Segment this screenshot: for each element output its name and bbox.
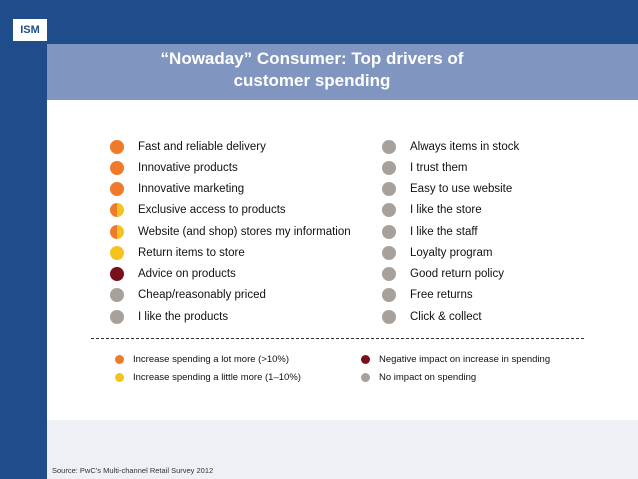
legend-item-a-little: Increase spending a little more (1–10%) xyxy=(115,368,301,386)
driver-label: Always items in stock xyxy=(410,140,520,153)
driver-label: I like the products xyxy=(138,310,229,323)
driver-item: I like the store xyxy=(382,200,519,221)
divider xyxy=(91,338,584,339)
legend-left: Increase spending a lot more (>10%) Incr… xyxy=(115,350,301,386)
driver-label: Innovative products xyxy=(138,161,238,174)
grey-dot-icon xyxy=(110,288,124,303)
driver-label: Click & collect xyxy=(410,310,482,323)
grey-dot-icon xyxy=(382,288,396,303)
slide: “Nowaday” Consumer: Top drivers of custo… xyxy=(47,44,638,479)
driver-label: Free returns xyxy=(410,289,473,302)
driver-label: Good return policy xyxy=(410,268,504,281)
driver-item: Advice on products xyxy=(110,264,351,285)
driver-label: Advice on products xyxy=(138,268,236,281)
grey-dot-icon xyxy=(382,182,396,197)
driver-item: Click & collect xyxy=(382,306,519,327)
grey-dot-icon xyxy=(382,139,396,154)
orange-dot-icon xyxy=(115,354,124,364)
driver-item: I like the products xyxy=(110,306,351,327)
driver-item: Easy to use website xyxy=(382,179,519,200)
legend-right: Negative impact on increase in spending … xyxy=(361,350,550,386)
half-orange-yellow-dot-icon xyxy=(110,224,124,239)
legend-label: Negative impact on increase in spending xyxy=(379,353,551,365)
title-line-2: customer spending xyxy=(233,71,391,90)
grey-dot-icon xyxy=(110,309,124,324)
driver-item: Innovative marketing xyxy=(110,179,351,200)
maroon-dot-icon xyxy=(361,354,370,364)
driver-label: Fast and reliable delivery xyxy=(138,140,266,153)
driver-item: Innovative products xyxy=(110,157,351,178)
driver-label: Exclusive access to products xyxy=(138,204,286,217)
slide-title: “Nowaday” Consumer: Top drivers of custo… xyxy=(47,48,577,92)
driver-label: I like the store xyxy=(410,204,482,217)
driver-label: I trust them xyxy=(410,161,468,174)
driver-item: Cheap/reasonably priced xyxy=(110,285,351,306)
yellow-dot-icon xyxy=(110,245,124,260)
driver-item: I trust them xyxy=(382,157,519,178)
driver-label: Return items to store xyxy=(138,246,245,259)
legend-item-none: No impact on spending xyxy=(361,368,550,386)
driver-label: Innovative marketing xyxy=(138,183,245,196)
grey-dot-icon xyxy=(382,245,396,260)
right-drivers-list: Always items in stock I trust them Easy to… xyxy=(382,136,519,327)
title-bar: “Nowaday” Consumer: Top drivers of custo… xyxy=(47,44,638,100)
legend-label: Increase spending a lot more (>10%) xyxy=(133,353,290,365)
grey-dot-icon xyxy=(382,309,396,324)
legend-label: Increase spending a little more (1–10%) xyxy=(133,371,301,383)
maroon-dot-icon xyxy=(110,267,124,282)
legend-item-a-lot: Increase spending a lot more (>10%) xyxy=(115,350,301,368)
left-drivers-list: Fast and reliable delivery Innovative pro… xyxy=(110,136,351,327)
half-orange-yellow-dot-icon xyxy=(110,203,124,218)
driver-label: I like the staff xyxy=(410,225,478,238)
driver-item: Always items in stock xyxy=(382,136,519,157)
grey-dot-icon xyxy=(361,372,370,382)
grey-dot-icon xyxy=(382,160,396,175)
orange-dot-icon xyxy=(110,160,124,175)
grey-dot-icon xyxy=(382,203,396,218)
driver-label: Loyalty program xyxy=(410,246,493,259)
title-line-1: “Nowaday” Consumer: Top drivers of xyxy=(160,49,464,68)
ism-logo: ISM xyxy=(13,19,47,41)
driver-item: Return items to store xyxy=(110,242,351,263)
legend-item-negative: Negative impact on increase in spending xyxy=(361,350,550,368)
driver-item: Website (and shop) stores my information xyxy=(110,221,351,242)
driver-item: Loyalty program xyxy=(382,242,519,263)
driver-item: Exclusive access to products xyxy=(110,200,351,221)
driver-item: Free returns xyxy=(382,285,519,306)
grey-dot-icon xyxy=(382,224,396,239)
driver-item: Good return policy xyxy=(382,264,519,285)
footer-band xyxy=(47,420,638,479)
orange-dot-icon xyxy=(110,182,124,197)
driver-item: I like the staff xyxy=(382,221,519,242)
yellow-dot-icon xyxy=(115,372,124,382)
orange-dot-icon xyxy=(110,139,124,154)
driver-label: Cheap/reasonably priced xyxy=(138,289,266,302)
driver-item: Fast and reliable delivery xyxy=(110,136,351,157)
legend-label: No impact on spending xyxy=(379,371,477,383)
driver-label: Website (and shop) stores my information xyxy=(138,225,351,238)
source-note: Source: PwC’s Multi-channel Retail Surve… xyxy=(52,466,214,475)
driver-label: Easy to use website xyxy=(410,183,513,196)
grey-dot-icon xyxy=(382,267,396,282)
